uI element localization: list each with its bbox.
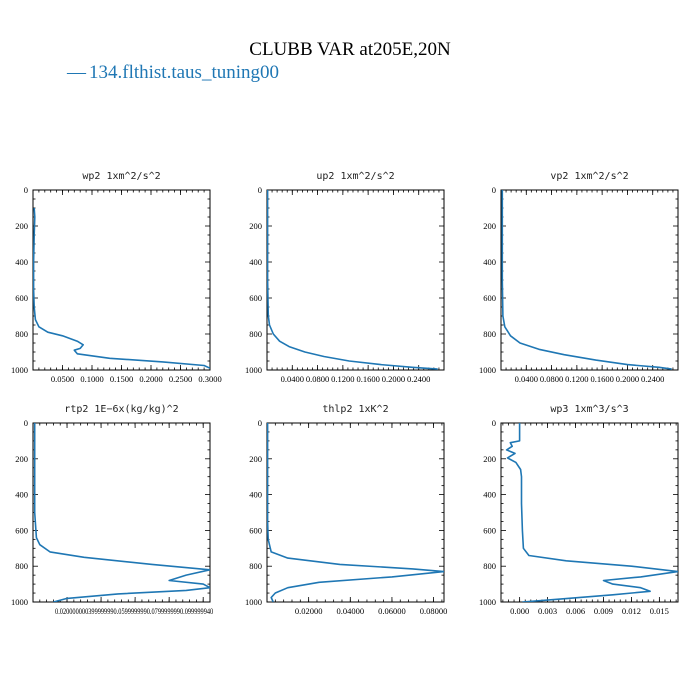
plot-frame [266, 189, 445, 371]
y-tick-label: 1000 [479, 597, 496, 607]
y-tick-label: 400 [483, 490, 496, 500]
y-tick-label: 400 [249, 490, 262, 500]
x-tick-label: 0.0800 [306, 374, 329, 384]
y-tick-label: 600 [249, 525, 262, 535]
y-tick-label: 200 [15, 221, 28, 231]
y-tick-label: 800 [483, 561, 496, 571]
subplot-title: up2 1xm^2/s^2 [316, 171, 394, 182]
x-tick-label: 0.003 [538, 606, 557, 616]
series-line [501, 190, 672, 370]
x-tick-label: 0.2000 [616, 374, 639, 384]
y-tick-label: 800 [249, 329, 262, 339]
y-tick-label: 1000 [245, 365, 262, 375]
x-tick-label: 0.1600 [356, 374, 379, 384]
x-tick-label: 0.015 [650, 606, 669, 616]
x-tick-label: 0.006 [566, 606, 585, 616]
series-line [505, 423, 678, 602]
subplot-title: wp3 1xm^3/s^3 [550, 404, 628, 415]
x-tick-label: 0.1600 [590, 374, 613, 384]
y-tick-label: 0 [492, 185, 496, 195]
subplot-2: up2 1xm^2/s^2 0 200 400 600 800 1000 0.0400 0.08… [245, 171, 445, 384]
subplot-title: vp2 1xm^2/s^2 [550, 171, 628, 182]
x-tick-label: 0.2500 [169, 374, 192, 384]
y-tick-label: 1000 [479, 365, 496, 375]
y-tick-label: 600 [15, 525, 28, 535]
series-line [267, 423, 444, 602]
x-tick-label: 0.04000 [336, 606, 364, 616]
legend-marker: — [66, 62, 87, 83]
subplot-6: wp3 1xm^3/s^3 0 200 400 600 800 1000 0.000 0.003… [479, 404, 679, 616]
y-tick-label: 600 [249, 293, 262, 303]
x-tick-label: 0.1200 [565, 374, 588, 384]
y-tick-label: 600 [483, 293, 496, 303]
x-tick-label: 0.3000 [198, 374, 221, 384]
x-tick-label: 0.2000 [139, 374, 162, 384]
legend-label: 134.flthist.taus_tuning00 [89, 62, 279, 83]
subplot-title: rtp2 1E−6x(kg/kg)^2 [64, 404, 178, 415]
series-line [33, 423, 210, 602]
y-tick-label: 800 [249, 561, 262, 571]
x-tick-label: 0.08000 [420, 606, 448, 616]
x-tick-label: 0.000 [510, 606, 529, 616]
y-tick-label: 1000 [245, 597, 262, 607]
series-line [267, 190, 438, 370]
subplot-4: rtp2 1E−6x(kg/kg)^2 0 200 400 600 800 1000 0.02… [11, 404, 213, 616]
plot-frame [500, 189, 679, 371]
x-tick-label: 0.2000 [382, 374, 405, 384]
y-tick-label: 200 [15, 454, 28, 464]
y-tick-label: 800 [483, 329, 496, 339]
y-tick-label: 200 [249, 454, 262, 464]
x-tick-labels: 0.020000000399999990.0599999990.07999999… [55, 606, 213, 616]
x-tick-label: 0.1000 [80, 374, 103, 384]
figure-title: CLUBB VAR at205E,20N [249, 39, 451, 60]
subplot-grid: wp2 1xm^2/s^2 0 200 400 600 800 1000 0.0500 0.10… [11, 171, 679, 616]
y-tick-label: 600 [15, 293, 28, 303]
subplot-title: thlp2 1xK^2 [322, 404, 388, 415]
series-line [33, 207, 210, 369]
x-tick-label: 0.2400 [407, 374, 430, 384]
y-tick-label: 0 [258, 185, 262, 195]
y-tick-label: 400 [483, 257, 496, 267]
plot-frame [32, 189, 211, 371]
y-tick-label: 600 [483, 525, 496, 535]
x-tick-label: 0.0800 [540, 374, 563, 384]
y-tick-label: 1000 [11, 597, 28, 607]
y-tick-label: 400 [15, 257, 28, 267]
x-tick-label: 0.02000 [295, 606, 323, 616]
y-tick-label: 200 [483, 454, 496, 464]
subplot-5: thlp2 1xK^2 0 200 400 600 800 1000 0.02000 0.040… [245, 404, 447, 616]
y-tick-label: 200 [483, 221, 496, 231]
y-tick-label: 0 [24, 185, 28, 195]
y-tick-label: 200 [249, 221, 262, 231]
y-tick-label: 0 [258, 418, 262, 428]
y-tick-label: 0 [492, 418, 496, 428]
y-tick-label: 400 [15, 490, 28, 500]
x-tick-label: 0.1500 [110, 374, 133, 384]
subplot-3: vp2 1xm^2/s^2 0 200 400 600 800 1000 0.0400 0.08… [479, 171, 679, 384]
x-tick-label: 0.0400 [281, 374, 304, 384]
plot-frame [266, 422, 445, 603]
y-tick-label: 800 [15, 561, 28, 571]
subplot-1: wp2 1xm^2/s^2 0 200 400 600 800 1000 0.0500 0.10… [11, 171, 222, 384]
x-tick-label: 0.06000 [378, 606, 406, 616]
x-tick-label: 0.1200 [331, 374, 354, 384]
subplot-title: wp2 1xm^2/s^2 [82, 171, 160, 182]
y-tick-label: 400 [249, 257, 262, 267]
y-tick-label: 800 [15, 329, 28, 339]
x-tick-label: 0.012 [622, 606, 641, 616]
x-tick-label: 0.0500 [51, 374, 74, 384]
y-tick-label: 0 [24, 418, 28, 428]
y-tick-label: 1000 [11, 365, 28, 375]
legend: — 134.flthist.taus_tuning00 [66, 62, 279, 83]
x-tick-label: 0.2400 [641, 374, 664, 384]
x-tick-label: 0.009 [594, 606, 613, 616]
x-tick-label: 0.0400 [515, 374, 538, 384]
